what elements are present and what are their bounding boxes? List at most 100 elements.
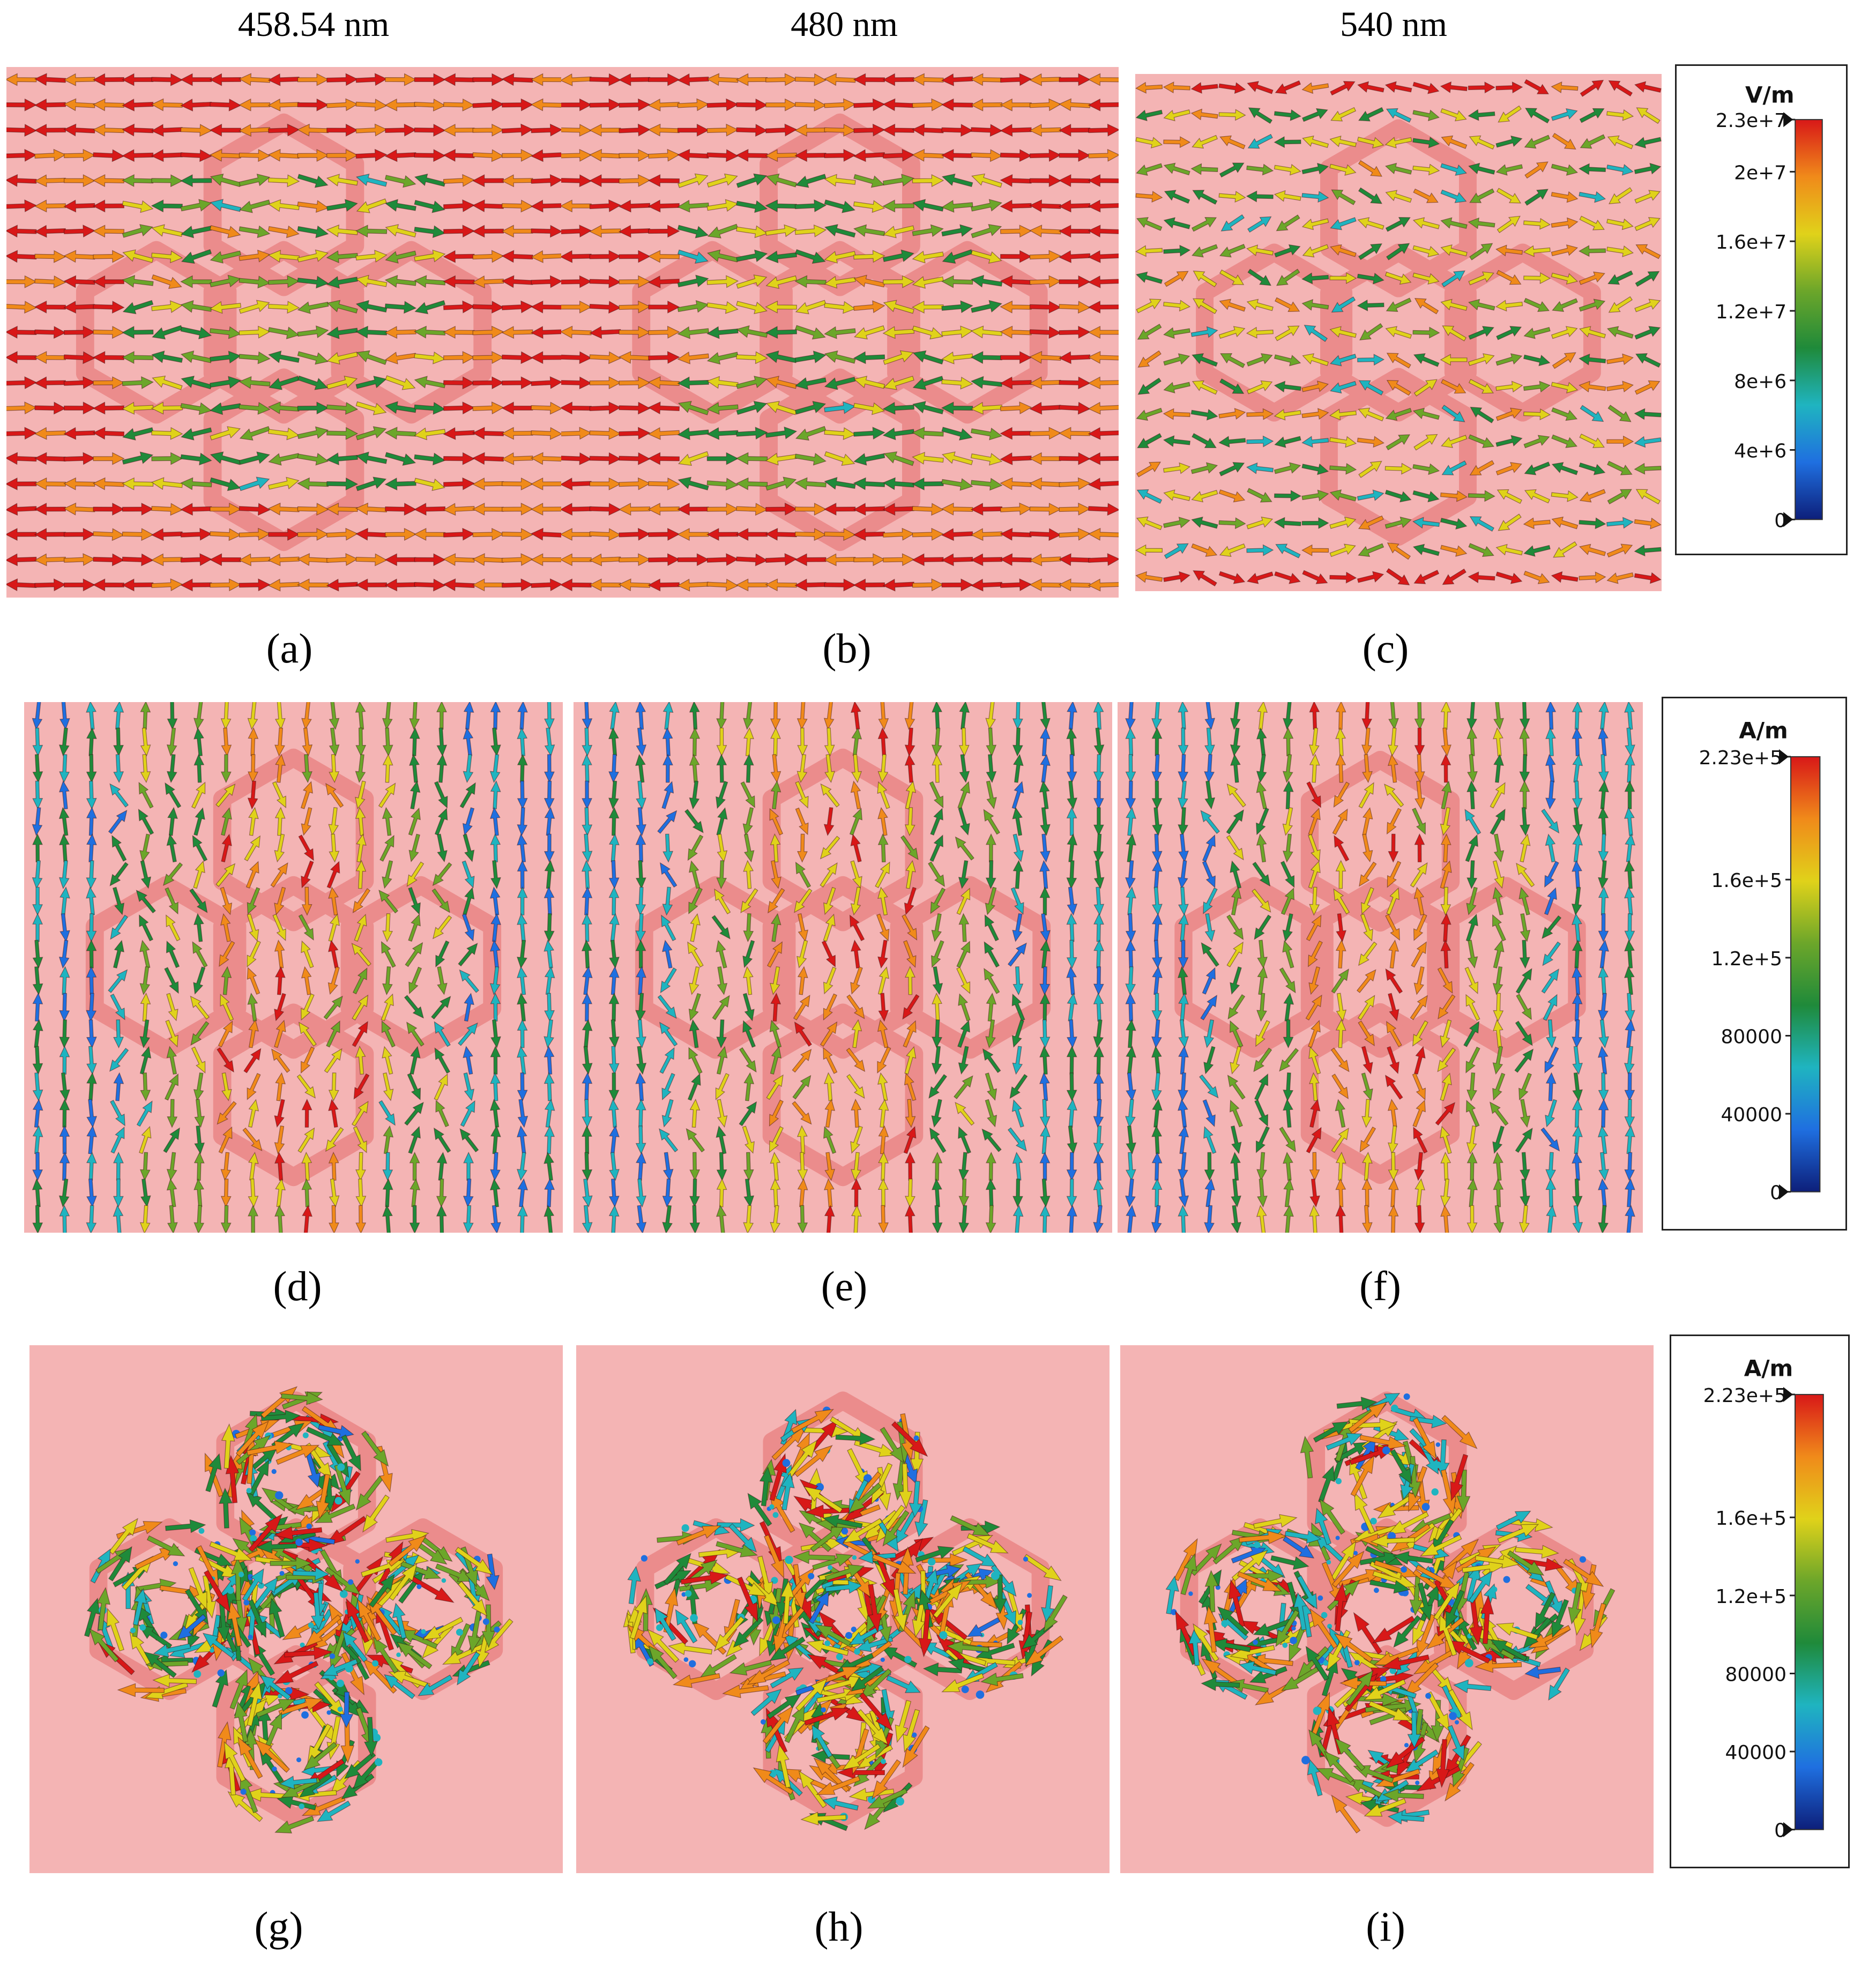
field-vector-arrow <box>110 914 128 940</box>
field-vector-arrow <box>530 477 561 490</box>
field-vector-arrow <box>793 995 810 1020</box>
field-vector-arrow <box>1178 727 1189 757</box>
field-vector-arrow <box>1330 107 1357 122</box>
field-vector-dot <box>301 1711 309 1719</box>
field-vector-arrow <box>660 967 677 994</box>
field-vector-dot <box>808 1572 815 1579</box>
field-vector-arrow <box>1390 1449 1412 1485</box>
field-vector-arrow <box>274 886 286 915</box>
field-vector-arrow <box>1388 1152 1399 1181</box>
field-vector-arrow <box>1256 780 1267 810</box>
field-vector-arrow <box>1607 135 1634 150</box>
field-vector-arrow <box>1230 1099 1243 1128</box>
field-vector-arrow <box>209 1541 253 1561</box>
colorbar-min-handle[interactable] <box>1783 1822 1793 1837</box>
field-vector-arrow <box>227 1791 263 1822</box>
colorbar-tick-label: 1.2e+7 <box>1716 301 1786 323</box>
field-vector-arrow <box>824 1072 835 1101</box>
field-vector-arrow <box>1059 502 1091 516</box>
field-vector-arrow <box>32 1019 43 1048</box>
field-vector-arrow <box>1545 754 1556 783</box>
colorbar-max-handle[interactable] <box>1783 1386 1793 1402</box>
field-vector-arrow <box>735 578 768 592</box>
field-vector-arrow <box>904 727 915 757</box>
field-vector-arrow <box>1302 353 1329 367</box>
field-vector-arrow <box>1523 354 1551 367</box>
field-vector-dot <box>854 1648 860 1655</box>
colorbar-max-handle[interactable] <box>1779 749 1789 764</box>
colorbar-min-handle[interactable] <box>1779 1184 1789 1199</box>
field-vector-arrow <box>268 301 300 314</box>
field-vector-arrow <box>815 1624 854 1648</box>
field-vector-arrow <box>272 781 286 809</box>
field-vector-arrow <box>872 1553 917 1574</box>
field-vector-arrow <box>1007 942 1027 967</box>
field-vector-arrow <box>301 966 312 995</box>
field-vector-arrow <box>180 174 212 188</box>
field-vector-arrow <box>1193 270 1217 287</box>
field-vector-arrow <box>544 940 555 969</box>
field-vector-arrow <box>912 174 944 187</box>
field-vector-arrow <box>716 860 727 890</box>
field-vector-arrow <box>1190 108 1218 121</box>
field-vector-arrow <box>822 1514 863 1529</box>
field-vector-arrow <box>677 274 709 288</box>
field-vector-arrow <box>742 1125 755 1154</box>
field-vector-arrow <box>608 1019 620 1049</box>
field-vector-dot <box>441 1578 446 1583</box>
field-vector-arrow <box>1066 807 1077 836</box>
field-vector-arrow <box>765 73 798 86</box>
field-vector-arrow <box>825 1580 864 1594</box>
field-vector-arrow <box>1495 1510 1531 1531</box>
field-vector-arrow <box>1393 1551 1434 1565</box>
field-vector-arrow <box>384 478 416 491</box>
colorbar-max-handle[interactable] <box>1783 112 1793 128</box>
field-vector-arrow <box>229 1669 248 1710</box>
field-vector-arrow <box>326 224 358 237</box>
field-vector-arrow <box>388 1534 427 1567</box>
field-vector-arrow <box>582 833 593 863</box>
field-vector-arrow <box>383 1125 394 1154</box>
field-vector-arrow <box>59 833 70 863</box>
field-vector-arrow <box>472 199 504 213</box>
field-vector-arrow <box>1441 780 1452 810</box>
field-vector-arrow <box>193 807 205 836</box>
colorbar-min-handle[interactable] <box>1783 512 1793 527</box>
field-vector-arrow <box>1467 754 1478 784</box>
field-vector-arrow <box>1413 188 1439 203</box>
field-vector-arrow <box>409 702 420 730</box>
field-vector-arrow <box>1387 1099 1398 1128</box>
field-vector-arrow <box>1524 189 1549 206</box>
field-vector-arrow <box>151 477 183 490</box>
field-vector-arrow <box>1415 1178 1426 1207</box>
field-vector-arrow <box>458 1022 478 1046</box>
field-vector-arrow <box>970 401 1003 415</box>
field-vector-arrow <box>316 1800 351 1822</box>
field-vector-arrow <box>1254 914 1272 940</box>
field-vector-arrow <box>1468 217 1495 229</box>
field-vector-arrow <box>1492 886 1504 916</box>
field-vector-arrow <box>248 1459 270 1496</box>
field-vector-arrow <box>1475 1555 1521 1569</box>
field-vector-arrow <box>1136 516 1163 531</box>
field-vector-arrow <box>1300 1435 1314 1479</box>
field-vector-arrow <box>1331 1550 1365 1588</box>
field-vector-arrow <box>663 1553 691 1585</box>
field-vector-arrow <box>1468 353 1495 366</box>
field-vector-arrow <box>1386 379 1411 396</box>
field-vector-arrow <box>140 1178 151 1208</box>
field-vector-arrow <box>1040 754 1051 783</box>
field-vector-arrow <box>1000 502 1032 516</box>
panel-label-i: (i) <box>1366 1903 1405 1950</box>
field-vector-arrow <box>736 249 768 263</box>
field-vector-arrow <box>647 452 680 465</box>
field-vector-dot <box>1415 1780 1420 1785</box>
field-vector-arrow <box>248 1019 259 1048</box>
field-vector-arrow <box>1152 886 1163 916</box>
field-vector-arrow <box>1551 1599 1569 1638</box>
field-vector-arrow <box>165 1519 206 1533</box>
field-vector-arrow <box>1358 1020 1375 1047</box>
field-vector-arrow <box>1178 754 1189 784</box>
field-vector-arrow <box>1386 887 1399 915</box>
field-vector-arrow <box>1607 460 1633 475</box>
